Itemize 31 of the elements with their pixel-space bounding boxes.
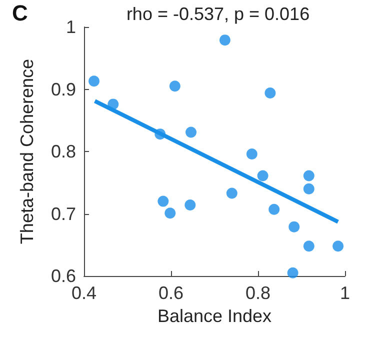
chart-title: rho = -0.537, p = 0.016: [126, 4, 310, 24]
y-tick-label: 0.8: [50, 142, 76, 162]
y-tick-label: 0.9: [50, 79, 76, 100]
point: [158, 196, 169, 207]
point: [184, 200, 196, 211]
point: [164, 208, 176, 219]
point: [264, 87, 276, 98]
point: [219, 34, 230, 46]
point: [288, 221, 300, 232]
point: [332, 240, 344, 252]
point: [303, 183, 314, 194]
text: C: [12, 0, 28, 26]
x-tick-label: 0.8: [245, 283, 271, 303]
point: [88, 76, 100, 87]
y-tick-label: 0.7: [50, 204, 76, 224]
y-tick-label: 1: [66, 17, 76, 37]
point: [287, 267, 298, 278]
x-tick-label: 0.4: [71, 283, 97, 303]
point: [303, 170, 314, 182]
point: [169, 80, 180, 92]
y-axis-title: Theta-band Coherence: [17, 58, 37, 244]
point: [268, 204, 280, 215]
x-axis-title: Balance Index: [157, 306, 272, 326]
point: [246, 148, 258, 160]
x-tick-label: 0.6: [158, 283, 184, 303]
point: [303, 240, 314, 252]
x-tick-label: 1: [340, 283, 350, 303]
point: [226, 188, 238, 199]
y-tick-label: 0.6: [50, 266, 76, 286]
point: [186, 126, 197, 138]
point: [257, 170, 268, 182]
